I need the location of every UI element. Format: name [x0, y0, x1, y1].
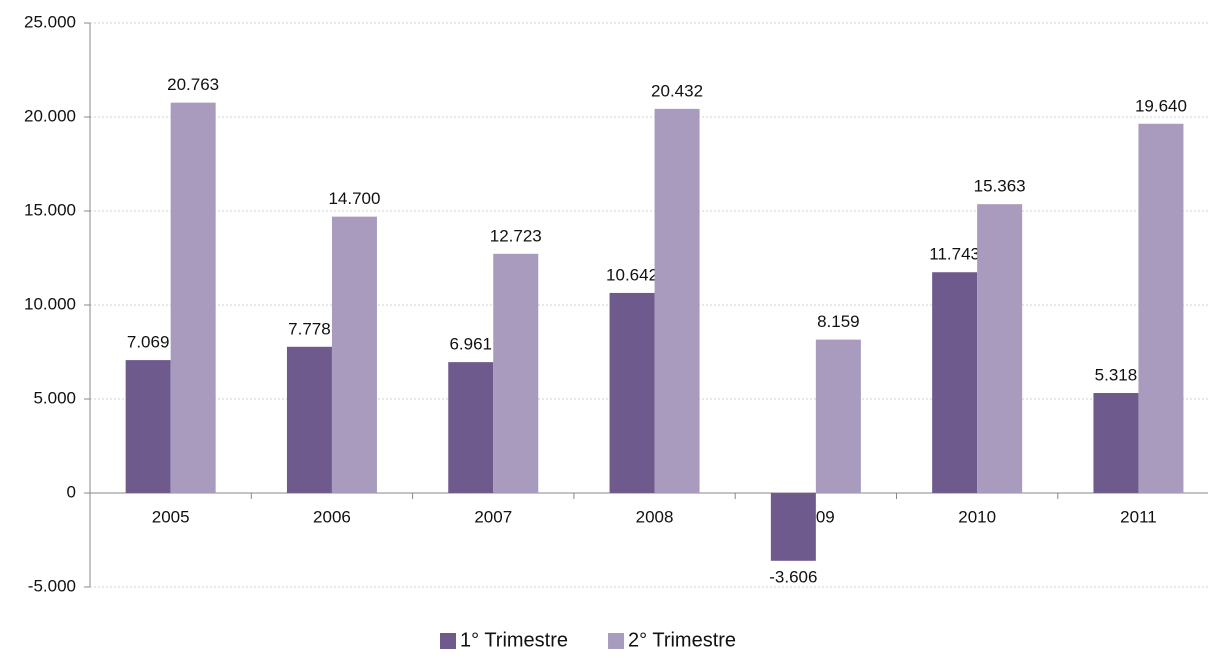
bar	[493, 253, 539, 493]
bar	[609, 292, 655, 493]
bar	[448, 362, 494, 493]
bar	[770, 493, 816, 561]
y-tick-label: -5.000	[28, 576, 76, 595]
legend-label: 1° Trimestre	[460, 629, 568, 651]
value-label: 5.318	[1095, 366, 1138, 385]
value-label: 7.778	[288, 319, 331, 338]
bar	[125, 360, 171, 493]
x-tick-label: 2008	[636, 507, 674, 526]
value-label: -3.606	[769, 567, 817, 586]
y-tick-label: 20.000	[24, 106, 76, 125]
y-tick-label: 0	[67, 482, 76, 501]
bar	[654, 108, 700, 493]
y-tick-label: 5.000	[33, 388, 76, 407]
y-tick-label: 10.000	[24, 294, 76, 313]
value-label: 6.961	[449, 335, 492, 354]
value-label: 14.700	[328, 189, 380, 208]
x-tick-label: 2007	[474, 507, 512, 526]
bar	[1138, 123, 1184, 493]
x-tick-label: 2011	[1120, 507, 1157, 526]
legend-swatch	[440, 633, 456, 649]
bar	[170, 102, 216, 493]
value-label: 20.432	[651, 81, 703, 100]
x-tick-label: 2010	[958, 507, 996, 526]
legend-swatch	[608, 633, 625, 649]
bar	[331, 216, 377, 493]
value-label: 10.642	[606, 265, 658, 284]
x-tick-label: 2006	[313, 507, 351, 526]
y-tick-label: 15.000	[24, 200, 76, 219]
bar	[932, 272, 978, 493]
value-label: 15.363	[974, 177, 1026, 196]
y-tick-label: 25.000	[24, 12, 76, 31]
value-label: 19.640	[1135, 96, 1187, 115]
value-label: 11.743	[929, 245, 980, 264]
bar	[286, 346, 332, 493]
bar	[815, 339, 861, 493]
value-label: 12.723	[490, 226, 542, 245]
bar	[977, 204, 1023, 493]
legend-label: 2° Trimestre	[628, 629, 736, 651]
x-tick-label: 2005	[152, 507, 190, 526]
bar	[1093, 393, 1139, 493]
value-label: 7.069	[127, 333, 170, 352]
value-label: 20.763	[167, 75, 219, 94]
value-label: 8.159	[817, 312, 860, 331]
